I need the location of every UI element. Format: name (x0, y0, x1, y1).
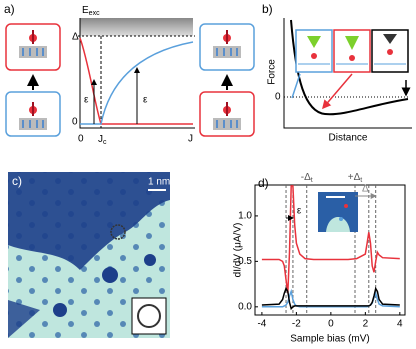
delta-label: Δ (72, 32, 79, 43)
y-tick-label: 0.5 (238, 256, 252, 267)
x-axis-label: Sample bias (mV) (290, 334, 369, 345)
x-tick-label: 4 (397, 319, 403, 330)
plot-frame (254, 184, 406, 316)
spectrum-line (261, 286, 400, 311)
label-main: E (82, 5, 89, 16)
x-axis-label: Distance (329, 133, 368, 144)
eps-label: ε (143, 95, 148, 106)
x-tick-label: -2 (292, 319, 301, 330)
y-tick-label: 1.0 (238, 211, 252, 222)
label-sub: c (103, 139, 107, 146)
spectrum-line (261, 185, 400, 294)
tip-icon (307, 36, 359, 50)
tip-position (344, 204, 348, 208)
tip-position (339, 217, 343, 221)
continuum-band (80, 18, 193, 36)
label-main: +Δ (348, 172, 361, 183)
tip-icon (383, 34, 397, 44)
arrow (322, 73, 353, 110)
delta-label: Δ (362, 184, 369, 195)
label-sub: t (360, 177, 362, 184)
label-sub: t (311, 177, 313, 184)
x-tick-label: 0 (328, 319, 334, 330)
eps-label: ε (297, 206, 302, 217)
blue-curve (80, 41, 194, 125)
arrow (291, 73, 301, 99)
y-axis-label: Eexc (82, 5, 100, 17)
panel-label: b) (262, 2, 273, 16)
x-label: J (188, 134, 193, 145)
y-zero: 0 (72, 117, 78, 128)
jc-label: Jc (98, 134, 107, 146)
annotation: -Δt (301, 172, 313, 184)
x-zero: 0 (78, 134, 84, 145)
panel-label: c) (12, 174, 22, 188)
label-main: -Δ (301, 172, 311, 183)
y-axis-label: Force (267, 59, 278, 85)
axes (79, 18, 195, 129)
panel-label: a) (4, 2, 15, 16)
annotation: +Δt (348, 172, 363, 184)
zero-label: 0 (275, 92, 281, 103)
stm-inset-molecule (326, 217, 350, 232)
panel-label: d) (258, 176, 269, 190)
x-tick-label: 2 (363, 319, 369, 330)
x-tick-label: -4 (257, 319, 266, 330)
y-tick-label: 0.0 (238, 301, 252, 312)
stm-dark-region (8, 172, 170, 270)
label-sub: exc (89, 10, 100, 17)
axes (283, 18, 412, 129)
label-main: J (98, 134, 103, 145)
scale-label: 1 nm (148, 177, 170, 188)
y-axis-label: dI/dV (μA/V) (233, 223, 244, 278)
eps-label: ε (84, 95, 89, 106)
